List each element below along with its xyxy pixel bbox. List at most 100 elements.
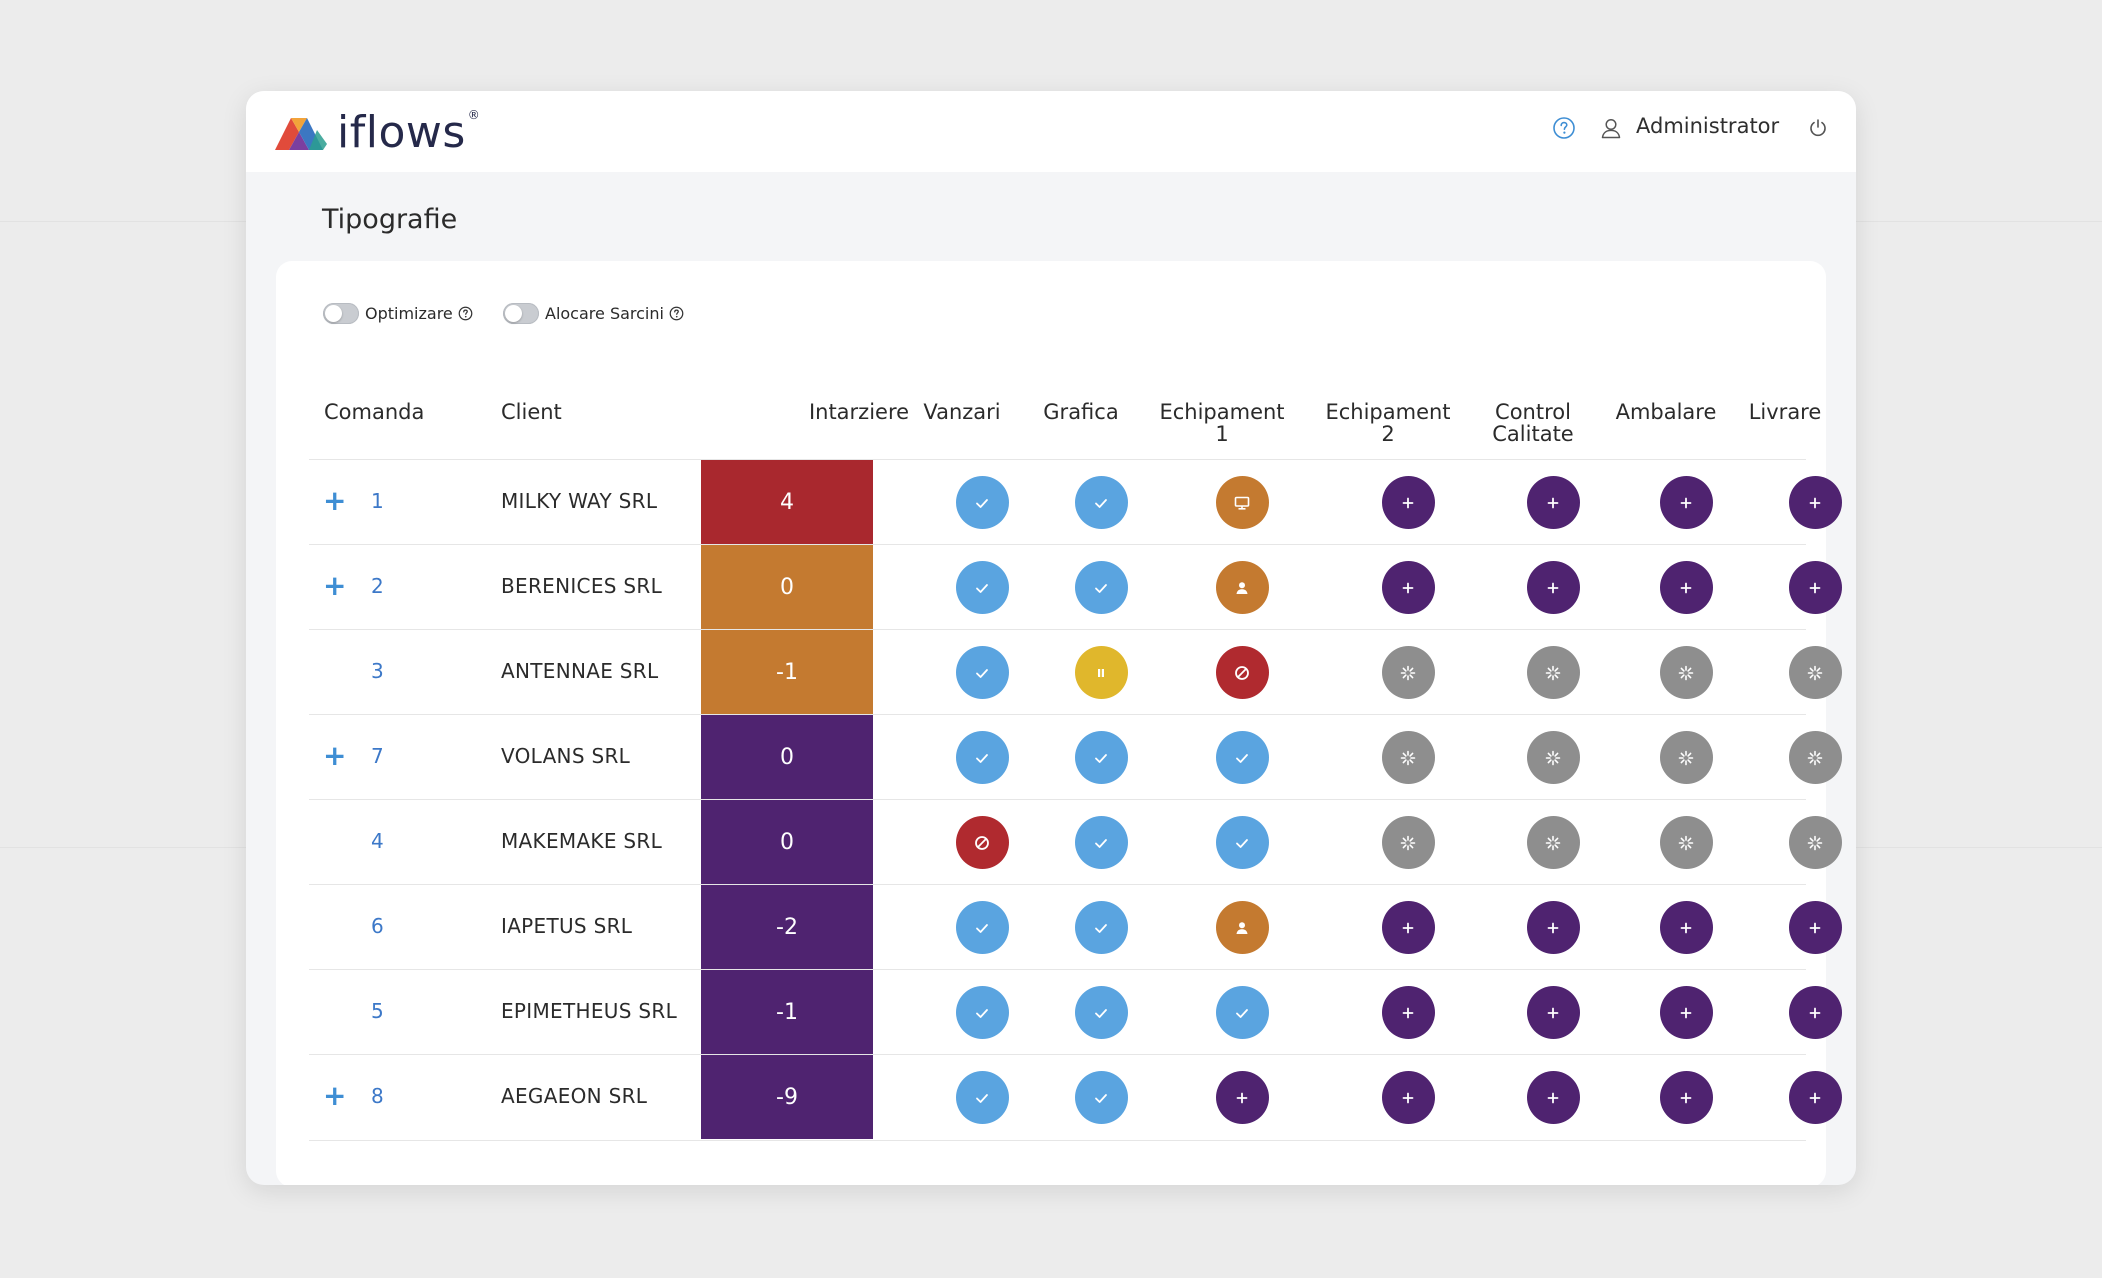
status-control-calitate-button[interactable] [1526,816,1580,869]
table-row[interactable]: +1 MILKY WAY SRL 4 [309,459,1842,545]
order-id-link[interactable]: 2 [371,574,384,598]
delay-cell: -1 [701,970,873,1054]
column-header-grafica[interactable]: Grafica [1043,400,1119,424]
status-livrare-button[interactable] [1788,1071,1842,1124]
status-livrare-button[interactable] [1788,561,1842,614]
column-header-client[interactable]: Client [501,400,562,424]
order-id-link[interactable]: 7 [371,744,384,768]
status-ambalare-button[interactable] [1659,561,1713,614]
status-control-calitate-button[interactable] [1526,986,1580,1039]
status-vanzari-button[interactable] [955,646,1009,699]
status-vanzari-button[interactable] [955,1071,1009,1124]
user-name[interactable]: Administrator [1636,114,1780,138]
table-row[interactable]: 6 IAPETUS SRL -2 [309,884,1842,970]
status-ambalare-button[interactable] [1659,816,1713,869]
status-grafica-button[interactable] [1074,561,1128,614]
order-id-link[interactable]: 6 [371,914,384,938]
status-control-calitate-button[interactable] [1526,476,1580,529]
status-control-calitate-button[interactable] [1526,561,1580,614]
status-vanzari-button[interactable] [955,476,1009,529]
spinner-icon [1400,750,1416,765]
column-header-echipament-1[interactable]: Echipament 1 [1142,401,1302,445]
status-vanzari-button[interactable] [955,986,1009,1039]
status-ambalare-button[interactable] [1659,731,1713,784]
status-livrare-button[interactable] [1788,986,1842,1039]
status-grafica-button[interactable] [1074,476,1128,529]
expand-row-icon[interactable]: + [323,569,347,602]
table-row[interactable]: +7 VOLANS SRL 0 [309,714,1842,800]
status-control-calitate-button[interactable] [1526,901,1580,954]
status-livrare-button[interactable] [1788,476,1842,529]
status-echipament-2-button[interactable] [1381,901,1435,954]
order-id-link[interactable]: 4 [371,829,384,853]
status-control-calitate-button[interactable] [1526,731,1580,784]
status-grafica-button[interactable] [1074,646,1128,699]
status-echipament-1-button[interactable] [1215,646,1269,699]
status-grafica-button[interactable] [1074,816,1128,869]
status-echipament-1-button[interactable] [1215,901,1269,954]
status-echipament-2-button[interactable] [1381,986,1435,1039]
status-vanzari-button[interactable] [955,731,1009,784]
table-row[interactable]: +2 BERENICES SRL 0 [309,544,1842,630]
status-echipament-2-button[interactable] [1381,561,1435,614]
status-echipament-2-button[interactable] [1381,816,1435,869]
column-header-comanda[interactable]: Comanda [324,400,425,424]
column-header-livrare[interactable]: Livrare [1748,400,1822,424]
expand-row-icon[interactable]: + [323,1079,347,1112]
status-ambalare-button[interactable] [1659,1071,1713,1124]
expand-row-icon[interactable]: + [323,484,347,517]
status-grafica-button[interactable] [1074,1071,1128,1124]
user-outline-icon[interactable] [1600,117,1622,139]
status-echipament-1-button[interactable] [1215,1071,1269,1124]
status-echipament-1-button[interactable] [1215,816,1269,869]
status-vanzari-button[interactable] [955,901,1009,954]
order-id-link[interactable]: 3 [371,659,384,683]
order-id-link[interactable]: 8 [371,1084,384,1108]
spinner-icon [1545,835,1561,850]
table-row[interactable]: 5 EPIMETHEUS SRL -1 [309,969,1842,1055]
status-livrare-button[interactable] [1788,646,1842,699]
status-echipament-1-button[interactable] [1215,986,1269,1039]
alocare-sarcini-switch[interactable] [503,303,539,324]
optimizare-switch[interactable] [323,303,359,324]
status-ambalare-button[interactable] [1659,646,1713,699]
status-grafica-button[interactable] [1074,731,1128,784]
table-row[interactable]: 3 ANTENNAE SRL -1 [309,629,1842,715]
status-ambalare-button[interactable] [1659,986,1713,1039]
status-echipament-2-button[interactable] [1381,731,1435,784]
status-ambalare-button[interactable] [1659,901,1713,954]
table-row[interactable]: 4 MAKEMAKE SRL 0 [309,799,1842,885]
status-echipament-2-button[interactable] [1381,646,1435,699]
column-header-control-calitate[interactable]: Control Calitate [1453,401,1613,445]
status-echipament-2-button[interactable] [1381,476,1435,529]
plus-icon [1809,497,1821,508]
question-circle-icon[interactable] [458,306,473,321]
status-control-calitate-button[interactable] [1526,646,1580,699]
column-header-ambalare[interactable]: Ambalare [1615,400,1717,424]
question-circle-icon[interactable] [669,306,684,321]
client-name: BERENICES SRL [501,574,663,598]
order-id-link[interactable]: 5 [371,999,384,1023]
status-grafica-button[interactable] [1074,901,1128,954]
status-control-calitate-button[interactable] [1526,1071,1580,1124]
column-header-vanzari[interactable]: Vanzari [923,400,1001,424]
status-vanzari-button[interactable] [955,561,1009,614]
status-vanzari-button[interactable] [955,816,1009,869]
status-echipament-1-button[interactable] [1215,731,1269,784]
expand-row-icon[interactable]: + [323,739,347,772]
status-echipament-2-button[interactable] [1381,1071,1435,1124]
order-id-link[interactable]: 1 [371,489,384,513]
status-echipament-1-button[interactable] [1215,476,1269,529]
table-row[interactable]: +8 AEGAEON SRL -9 [309,1054,1842,1141]
question-circle-icon[interactable] [1552,116,1576,140]
status-livrare-button[interactable] [1788,901,1842,954]
status-echipament-1-button[interactable] [1215,561,1269,614]
column-header-intarziere[interactable]: Intarziere [808,400,910,424]
status-ambalare-button[interactable] [1659,476,1713,529]
status-livrare-button[interactable] [1788,731,1842,784]
brand-logo[interactable]: iflows ® [273,105,480,161]
status-grafica-button[interactable] [1074,986,1128,1039]
column-header-echipament-2[interactable]: Echipament 2 [1308,401,1468,445]
status-livrare-button[interactable] [1788,816,1842,869]
power-icon[interactable] [1808,118,1828,138]
